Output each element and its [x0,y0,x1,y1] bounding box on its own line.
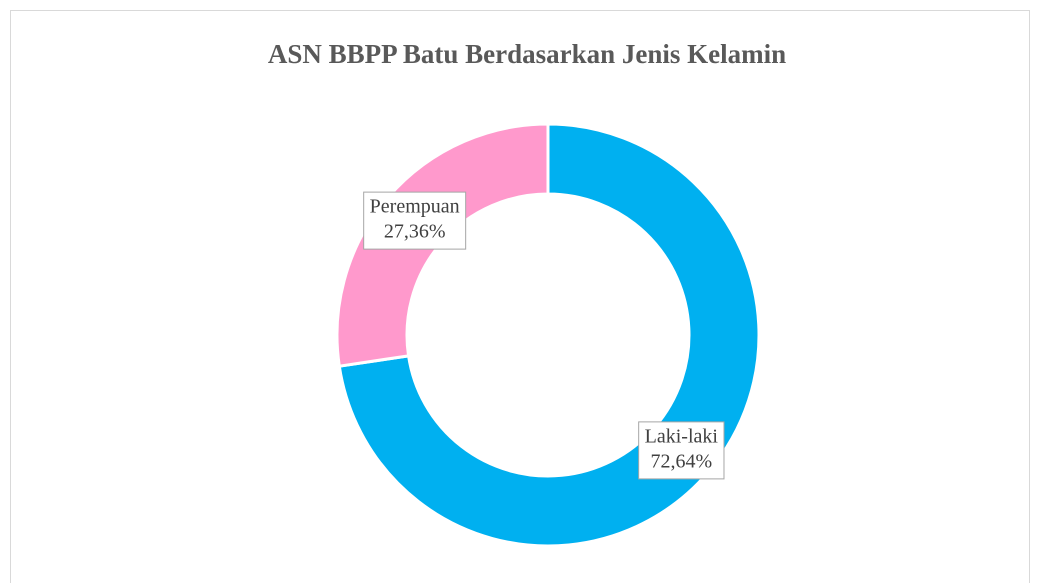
data-label-box [638,421,725,480]
data-label-value: 27,36% [384,221,446,243]
data-label-box [363,191,467,250]
data-label-category: Perempuan [370,196,460,218]
data-label-category: Laki-laki [645,425,719,447]
data-label-value: 72,64% [650,450,712,472]
chart-title: ASN BBPP Batu Berdasarkan Jenis Kelamin [268,39,786,69]
donut-slice [335,122,550,368]
